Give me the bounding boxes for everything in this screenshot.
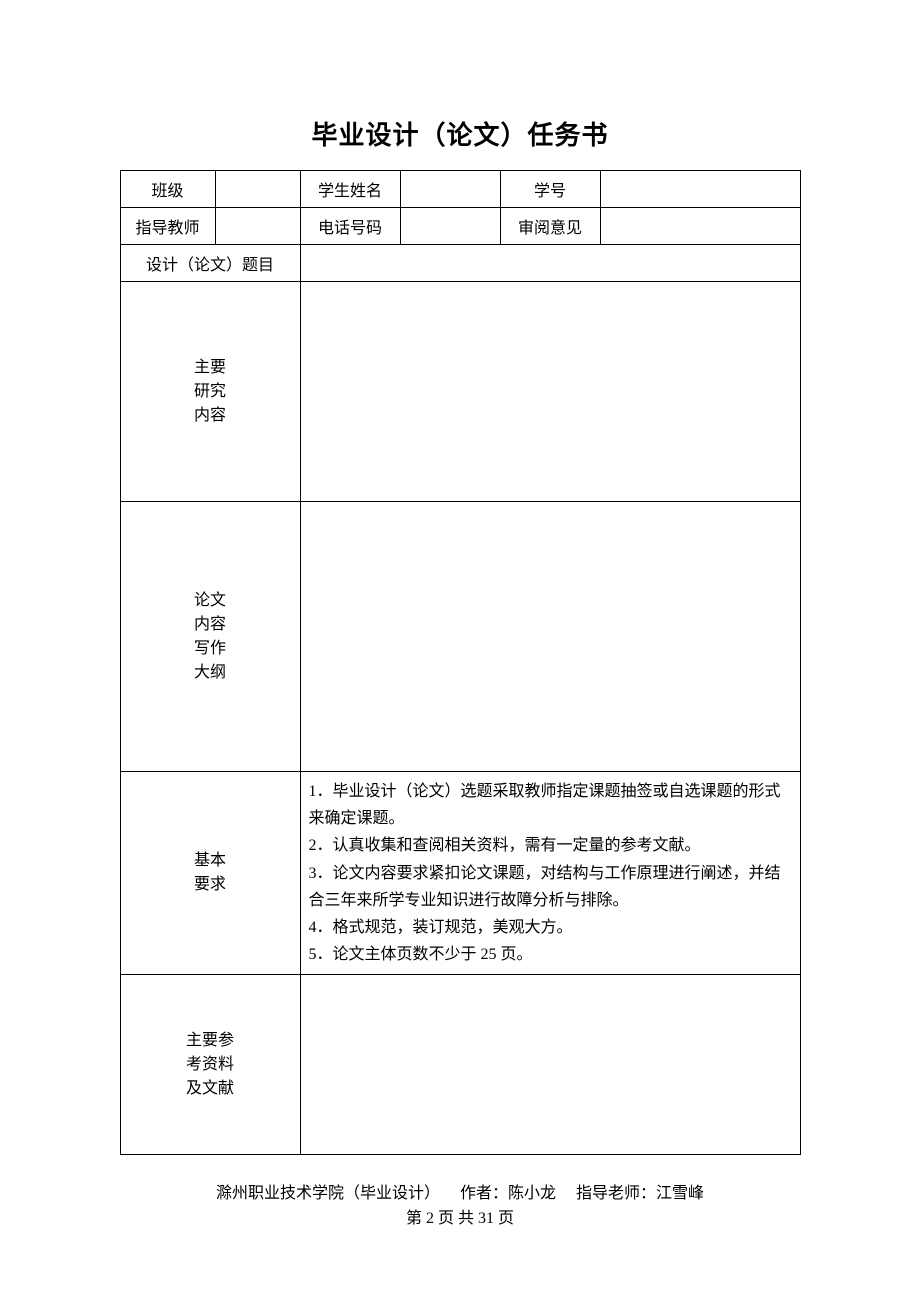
student-id-value <box>600 171 800 208</box>
review-value <box>600 208 800 245</box>
requirements-section-row: 基本要求 1．毕业设计（论文）选题采取教师指定课题抽签或自选课题的形式来确定课题… <box>120 772 800 975</box>
student-name-value <box>400 171 500 208</box>
info-row-1: 班级 学生姓名 学号 <box>120 171 800 208</box>
student-id-label: 学号 <box>500 171 600 208</box>
footer-institution: 滁州职业技术学院（毕业设计） <box>216 1185 440 1202</box>
phone-label: 电话号码 <box>300 208 400 245</box>
footer-advisor: 江雪峰 <box>656 1185 704 1202</box>
footer-line-1: 滁州职业技术学院（毕业设计） 作者：陈小龙 指导老师：江雪峰 <box>0 1181 920 1207</box>
footer-page-info: 第 2 页 共 31 页 <box>0 1206 920 1232</box>
footer-author: 陈小龙 <box>508 1185 556 1202</box>
page-footer: 滁州职业技术学院（毕业设计） 作者：陈小龙 指导老师：江雪峰 第 2 页 共 31 … <box>0 1181 920 1232</box>
info-row-2: 指导教师 电话号码 审阅意见 <box>120 208 800 245</box>
topic-row: 设计（论文）题目 <box>120 245 800 282</box>
class-value <box>215 171 300 208</box>
advisor-label: 指导教师 <box>120 208 215 245</box>
references-section-row: 主要参考资料及文献 <box>120 975 800 1155</box>
research-label: 主要研究内容 <box>120 282 300 502</box>
requirements-content: 1．毕业设计（论文）选题采取教师指定课题抽签或自选课题的形式来确定课题。2．认真… <box>300 772 800 975</box>
page-title: 毕业设计（论文）任务书 <box>0 115 920 152</box>
research-content <box>300 282 800 502</box>
requirements-label: 基本要求 <box>120 772 300 975</box>
class-label: 班级 <box>120 171 215 208</box>
task-form-table: 班级 学生姓名 学号 指导教师 电话号码 审阅意见 设计（论文）题目 主要研究内… <box>120 170 801 1155</box>
phone-value <box>400 208 500 245</box>
advisor-value <box>215 208 300 245</box>
outline-label: 论文内容写作大纲 <box>120 502 300 772</box>
footer-advisor-label: 指导老师： <box>576 1185 656 1202</box>
review-label: 审阅意见 <box>500 208 600 245</box>
footer-author-label: 作者： <box>460 1185 508 1202</box>
research-section-row: 主要研究内容 <box>120 282 800 502</box>
topic-label: 设计（论文）题目 <box>120 245 300 282</box>
topic-value <box>300 245 800 282</box>
student-name-label: 学生姓名 <box>300 171 400 208</box>
outline-section-row: 论文内容写作大纲 <box>120 502 800 772</box>
references-label: 主要参考资料及文献 <box>120 975 300 1155</box>
references-content <box>300 975 800 1155</box>
outline-content <box>300 502 800 772</box>
